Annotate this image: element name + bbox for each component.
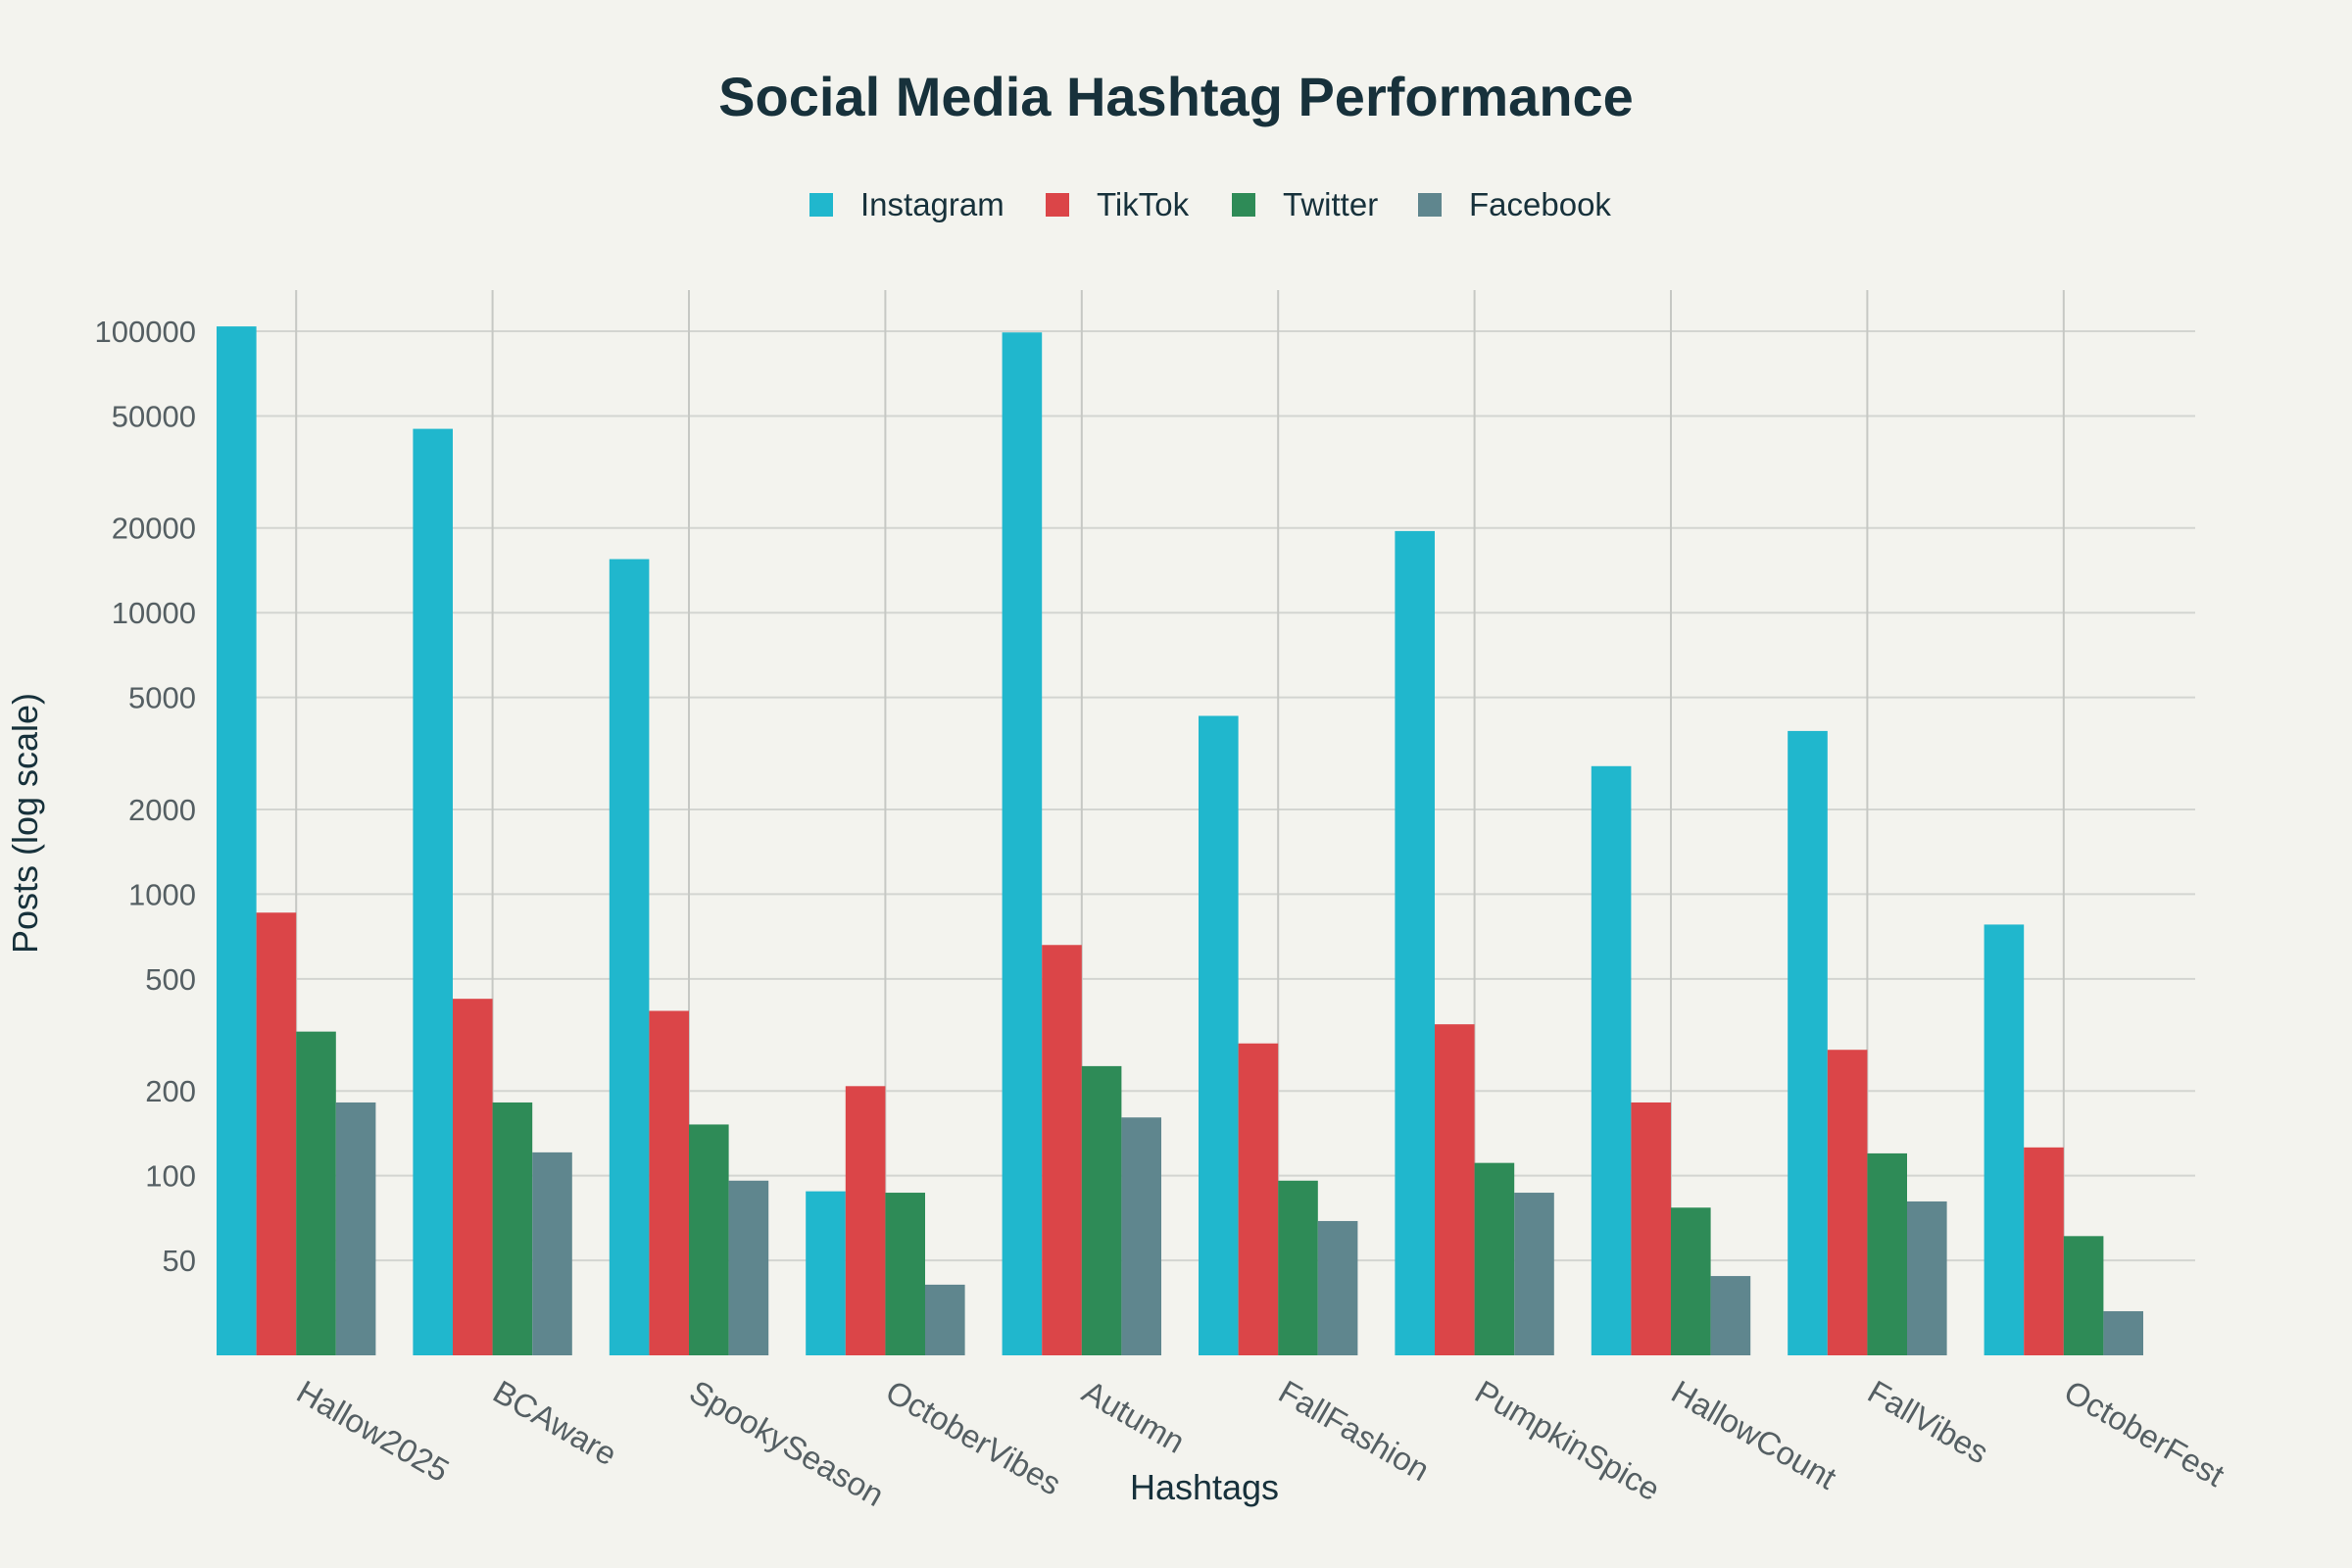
bar-tiktok: [1827, 1050, 1868, 1355]
bar-facebook: [1907, 1200, 1947, 1355]
bar-tiktok: [1631, 1102, 1671, 1355]
y-tick-label: 5000: [128, 681, 196, 715]
legend-label-tiktok: TikTok: [1097, 186, 1190, 222]
y-tick-label: 50: [163, 1244, 196, 1278]
bar-instagram: [609, 559, 650, 1355]
y-tick-label: 1000: [128, 877, 196, 911]
legend-label-twitter: Twitter: [1283, 186, 1378, 222]
y-tick-label: 500: [145, 962, 196, 997]
x-tick-label: HallowCount: [1666, 1373, 1843, 1496]
x-tick-label: Hallow2025: [291, 1373, 456, 1489]
legend-swatch-tiktok: [1046, 193, 1069, 217]
y-axis: 50 100 200 500 1000 2000 5000 10000 20000 50000 10…: [95, 315, 196, 1278]
bar-tiktok: [453, 999, 493, 1355]
bar-tiktok: [1238, 1043, 1279, 1355]
bar-tiktok: [2024, 1147, 2064, 1355]
x-tick-label: FallFashion: [1273, 1373, 1436, 1488]
y-tick-label: 200: [145, 1074, 196, 1108]
bar-twitter: [885, 1193, 925, 1355]
x-axis-title: Hashtags: [1130, 1467, 1279, 1507]
bar-twitter: [2063, 1236, 2104, 1355]
bar-instagram: [1199, 715, 1239, 1355]
bar-facebook: [728, 1180, 769, 1355]
x-tick-label: OctoberFest: [2058, 1373, 2230, 1494]
y-tick-label: 2000: [128, 793, 196, 827]
bar-tiktok: [845, 1086, 886, 1355]
bar-twitter: [1671, 1207, 1711, 1355]
legend-label-instagram: Instagram: [860, 186, 1004, 222]
y-tick-label: 100000: [95, 315, 196, 349]
bar-instagram: [806, 1191, 846, 1355]
y-tick-label: 50000: [112, 399, 196, 433]
legend: Instagram TikTok Twitter Facebook: [809, 186, 1611, 222]
bar-facebook: [1514, 1193, 1554, 1355]
y-axis-title: Posts (log scale): [5, 693, 45, 954]
bar-instagram: [217, 326, 257, 1356]
bar-tiktok: [1042, 945, 1082, 1355]
bar-facebook: [1121, 1117, 1161, 1355]
legend-swatch-twitter: [1232, 193, 1255, 217]
y-tick-label: 100: [145, 1159, 196, 1194]
bar-twitter: [1081, 1065, 1122, 1355]
bar-tiktok: [256, 912, 297, 1355]
bar-instagram: [1591, 765, 1632, 1355]
bar-twitter: [296, 1031, 336, 1355]
bar-twitter: [1867, 1152, 1907, 1355]
y-tick-label: 20000: [112, 512, 196, 546]
bar-tiktok: [1435, 1024, 1475, 1355]
bar-facebook: [2103, 1310, 2143, 1355]
legend-label-facebook: Facebook: [1469, 186, 1611, 222]
x-tick-label: OctoberVibes: [880, 1373, 1067, 1502]
bar-instagram: [1984, 924, 2025, 1355]
x-tick-label: SpookySeason: [684, 1373, 891, 1513]
x-tick-label: BCAware: [487, 1373, 623, 1472]
bar-facebook: [532, 1152, 572, 1355]
bar-instagram: [1002, 332, 1043, 1355]
x-tick-label: Autumn: [1076, 1373, 1191, 1460]
y-tick-label: 10000: [112, 596, 196, 630]
legend-swatch-facebook: [1418, 193, 1442, 217]
bar-facebook: [335, 1102, 376, 1355]
bar-facebook: [1710, 1276, 1751, 1355]
legend-swatch-instagram: [809, 193, 833, 217]
bar-instagram: [1395, 530, 1435, 1355]
bar-twitter: [1278, 1180, 1318, 1355]
bar-twitter: [1474, 1162, 1515, 1355]
bar-twitter: [689, 1124, 729, 1355]
x-tick-label: FallVibes: [1862, 1373, 1995, 1471]
bar-facebook: [1317, 1220, 1358, 1355]
bar-facebook: [925, 1284, 965, 1355]
bar-tiktok: [649, 1010, 689, 1355]
bar-instagram: [413, 428, 453, 1355]
bar-twitter: [492, 1102, 533, 1355]
chart-title: Social Media Hashtag Performance: [718, 66, 1634, 127]
bars: [217, 326, 2143, 1356]
bar-instagram: [1788, 730, 1828, 1355]
x-tick-label: PumpkinSpice: [1469, 1373, 1666, 1508]
